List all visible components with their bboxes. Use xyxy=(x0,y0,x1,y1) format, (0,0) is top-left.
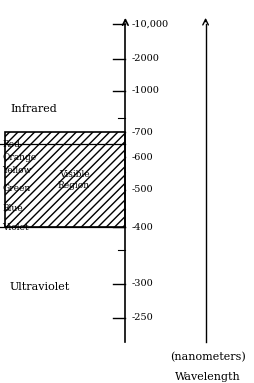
Text: -2000: -2000 xyxy=(131,54,159,63)
Text: Ultraviolet: Ultraviolet xyxy=(10,282,70,292)
Text: Visible
Region: Visible Region xyxy=(58,170,90,190)
Text: -250: -250 xyxy=(131,313,153,322)
Text: Wavelength: Wavelength xyxy=(174,372,240,382)
Text: Blue: Blue xyxy=(3,204,23,213)
Bar xyxy=(5,133,125,228)
Text: Orange: Orange xyxy=(3,153,37,162)
Text: -600: -600 xyxy=(131,153,153,162)
Text: -400: -400 xyxy=(131,223,153,232)
Text: -10,000: -10,000 xyxy=(131,20,168,29)
Text: Yellow: Yellow xyxy=(3,167,32,175)
Text: -500: -500 xyxy=(131,185,153,194)
Text: -1000: -1000 xyxy=(131,87,159,95)
Text: Violet: Violet xyxy=(3,223,29,232)
Text: (nanometers): (nanometers) xyxy=(170,352,245,362)
Text: Infrared: Infrared xyxy=(10,104,57,114)
Text: Red: Red xyxy=(3,140,20,149)
Text: -300: -300 xyxy=(131,279,153,288)
Text: -700: -700 xyxy=(131,128,153,137)
Text: Green: Green xyxy=(3,184,31,193)
